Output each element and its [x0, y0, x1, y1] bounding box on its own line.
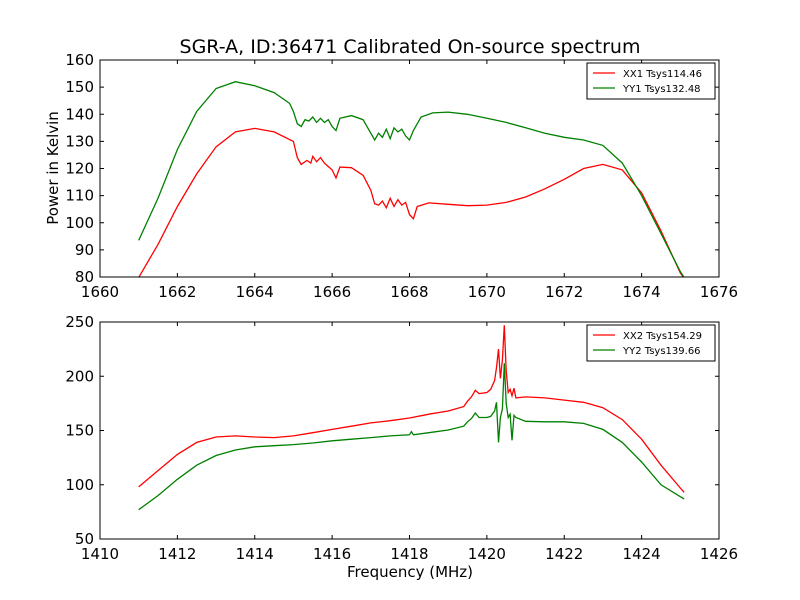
- y-axis-label: Power in Kelvin: [44, 111, 62, 225]
- x-tick-label: 1420: [468, 545, 506, 563]
- x-tick-label: 1422: [545, 545, 583, 563]
- y-tick-label: 140: [65, 105, 94, 123]
- bottom-plot: 1410 1412 1414 1416 1418 1420 1422 1424 1426 50 10…: [65, 313, 738, 563]
- x-tick-label: 1670: [468, 283, 506, 301]
- y-tick-label: 160: [65, 51, 94, 69]
- legend: XX2 Tsys154.29 YY2 Tsys139.66: [586, 324, 716, 362]
- legend-label: YY1 Tsys132.48: [622, 84, 701, 95]
- legend-box: [586, 62, 716, 100]
- x-tick-label: 1672: [545, 283, 583, 301]
- series-line-yy: [138, 81, 685, 277]
- x-tick-label: 1664: [236, 283, 274, 301]
- x-tick-label: 1414: [236, 545, 274, 563]
- x-tick-label: 1662: [158, 283, 196, 301]
- y-tick-label: 250: [65, 313, 94, 331]
- x-tick-label: 1668: [390, 283, 428, 301]
- x-tick-label: 1412: [158, 545, 196, 563]
- x-tick-label: 1676: [700, 283, 738, 301]
- y-tick-label: 130: [65, 132, 94, 150]
- chart-title: SGR-A, ID:36471 Calibrated On-source spe…: [180, 36, 641, 58]
- x-tick-label: 1416: [313, 545, 351, 563]
- y-tick-label: 150: [65, 422, 94, 440]
- y-tick-label: 80: [75, 268, 94, 286]
- legend-label: XX2 Tsys154.29: [623, 331, 702, 342]
- top-plot: 1660 1662 1664 1666 1668 1670 1672 1674 1676 80 90…: [65, 51, 738, 301]
- y-tick-label: 150: [65, 78, 94, 96]
- x-tick-label: 1666: [313, 283, 351, 301]
- legend: XX1 Tsys114.46 YY1 Tsys132.48: [586, 62, 716, 100]
- x-tick-label: 1674: [623, 283, 661, 301]
- y-tick-label: 50: [75, 530, 94, 548]
- x-axis-label: Frequency (MHz): [347, 563, 473, 581]
- y-tick-label: 110: [65, 187, 94, 205]
- y-tick-label: 200: [65, 367, 94, 385]
- x-tick-label: 1426: [700, 545, 738, 563]
- x-tick-label: 1660: [81, 283, 119, 301]
- y-tick-label: 90: [75, 241, 94, 259]
- y-tick-label: 100: [65, 476, 94, 494]
- series-line-xx: [138, 127, 685, 277]
- x-tick-label: 1424: [623, 545, 661, 563]
- x-tick-label: 1418: [390, 545, 428, 563]
- series-line-xx: [138, 325, 685, 493]
- y-tick-label: 100: [65, 214, 94, 232]
- series-line-yy: [138, 363, 685, 511]
- legend-label: XX1 Tsys114.46: [623, 69, 702, 80]
- legend-box: [586, 324, 716, 362]
- legend-label: YY2 Tsys139.66: [622, 346, 701, 357]
- y-tick-label: 120: [65, 160, 94, 178]
- x-tick-label: 1410: [81, 545, 119, 563]
